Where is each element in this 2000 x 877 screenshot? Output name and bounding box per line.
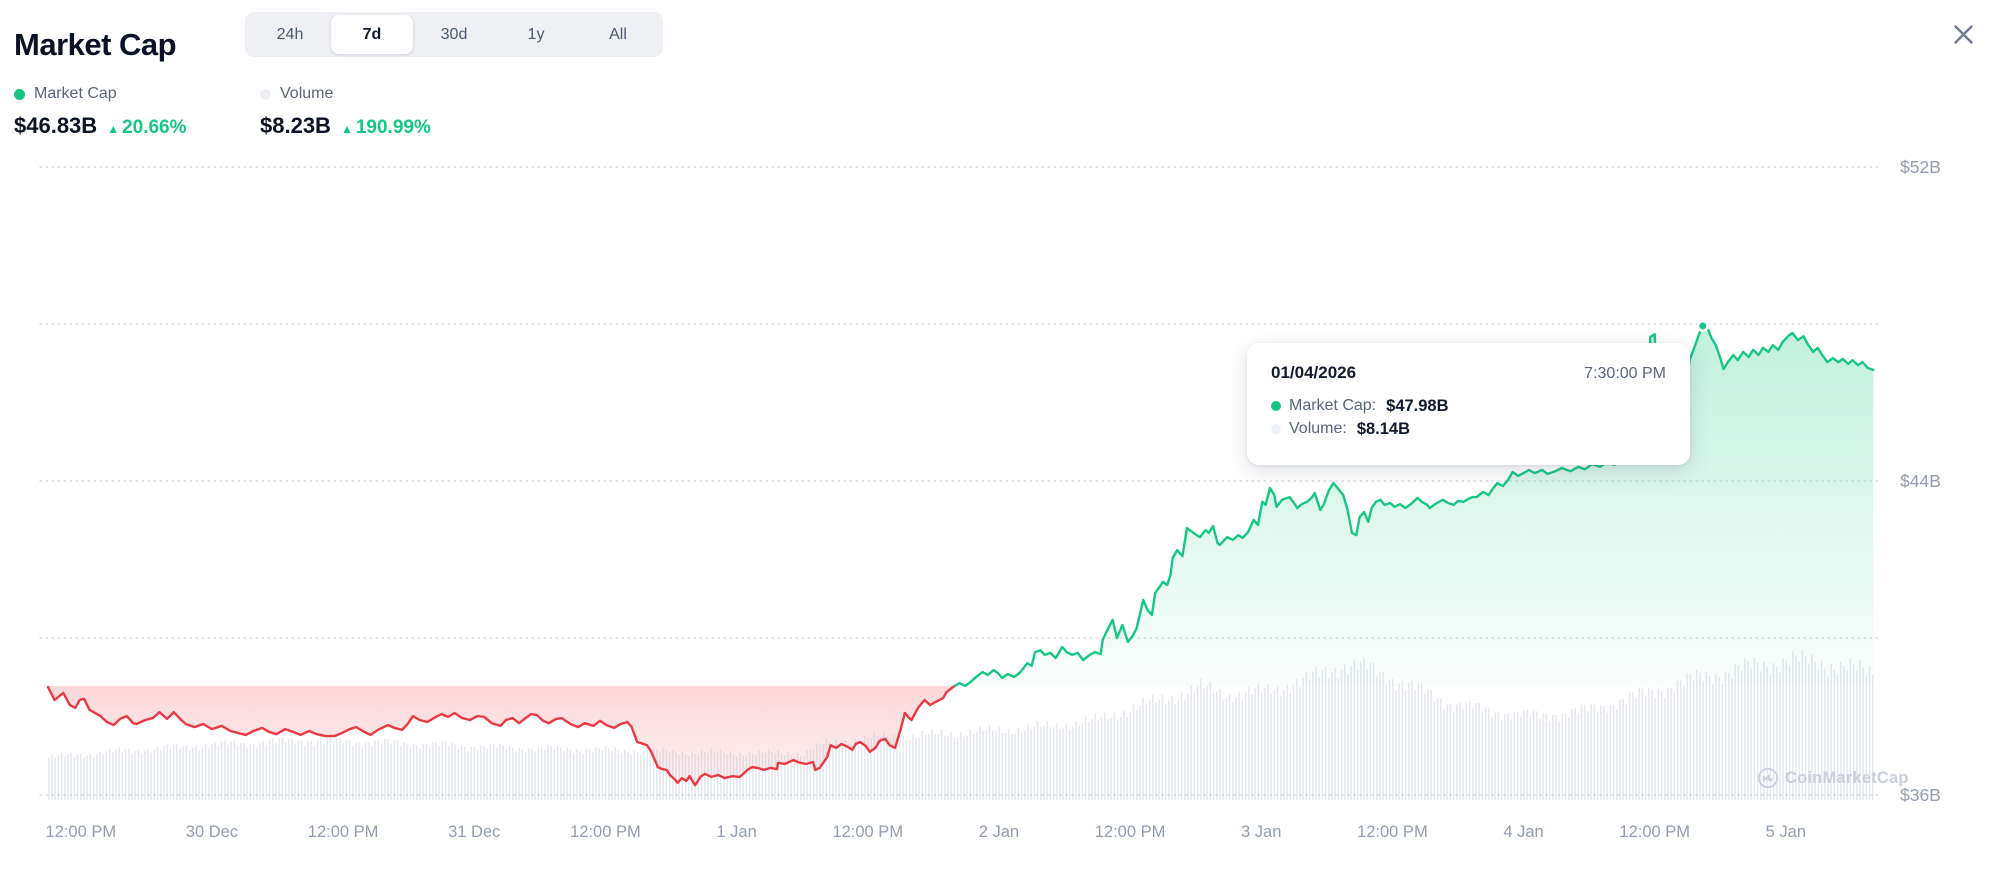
volume-bars — [48, 649, 1874, 800]
close-icon — [1953, 24, 1973, 44]
legend-market-cap: Market Cap $46.83B ▲ 20.66% — [14, 84, 187, 139]
tooltip-volume-label: Volume: — [1289, 420, 1347, 437]
legend-volume: Volume $8.23B ▲ 190.99% — [260, 84, 431, 139]
x-axis-label: 1 Jan — [716, 823, 756, 841]
x-axis-label: 12:00 PM — [45, 823, 116, 841]
x-axis-label: 12:00 PM — [1357, 823, 1428, 841]
volume-value: $8.23B — [260, 113, 331, 138]
market-cap-dot-icon — [14, 88, 25, 100]
x-axis-label: 12:00 PM — [1619, 823, 1690, 841]
y-axis-label: $44B — [1900, 471, 1941, 491]
market-cap-value: $46.83B — [14, 113, 98, 138]
tooltip-volume-value: $8.14B — [1356, 419, 1411, 438]
volume-dot-icon — [260, 88, 271, 100]
volume-legend-label: Volume — [280, 85, 334, 102]
tab-30d[interactable]: 30d — [440, 26, 468, 43]
market-cap-line — [46, 324, 1875, 787]
tooltip-market-cap-value: $47.98B — [1386, 396, 1449, 415]
volume-change: ▲ 190.99% — [340, 117, 431, 138]
x-axis-label: 12:00 PM — [1095, 823, 1166, 841]
selected-point-marker — [1696, 319, 1709, 333]
x-axis-label: 12:00 PM — [570, 823, 641, 841]
up-arrow-icon: ▲ — [107, 122, 120, 136]
up-arrow-icon: ▲ — [340, 122, 353, 136]
y-axis-label: $52B — [1900, 157, 1941, 177]
tab-all[interactable]: All — [609, 26, 627, 43]
x-axis-label: 31 Dec — [448, 823, 500, 841]
area-fills — [48, 326, 1874, 786]
time-range-tabs: 24h 7d 30d 1y All — [245, 12, 663, 57]
tab-7d[interactable]: 7d — [331, 15, 413, 54]
x-axis-label: 5 Jan — [1766, 823, 1806, 841]
coinmarketcap-watermark: CoinMarketCap — [1757, 767, 1909, 789]
tab-24h[interactable]: 24h — [276, 26, 304, 43]
x-axis-label: 12:00 PM — [308, 823, 379, 841]
watermark-text: CoinMarketCap — [1785, 768, 1909, 787]
x-axis-label: 30 Dec — [186, 823, 238, 841]
tooltip-market-cap-label: Market Cap: — [1289, 397, 1377, 414]
tab-1y[interactable]: 1y — [527, 26, 545, 43]
market-cap-change: ▲ 20.66% — [107, 117, 187, 138]
x-axis-label: 2 Jan — [979, 823, 1019, 841]
coinmarketcap-logo-icon — [1757, 767, 1779, 789]
tooltip-date: 01/04/2026 — [1271, 363, 1357, 382]
page-title: Market Cap — [14, 26, 177, 62]
x-axis-label: 3 Jan — [1241, 823, 1281, 841]
chart-tooltip: 01/04/2026 7:30:00 PM Market Cap: $47.98… — [1247, 343, 1690, 465]
tooltip-time: 7:30:00 PM — [1584, 365, 1666, 382]
x-axis-label: 4 Jan — [1503, 823, 1543, 841]
y-axis-label: $36B — [1900, 785, 1941, 805]
market-cap-dot-icon — [1271, 401, 1281, 411]
close-button[interactable] — [1944, 15, 1982, 53]
market-cap-legend-label: Market Cap — [34, 85, 117, 102]
volume-dot-icon — [1271, 424, 1281, 434]
x-axis-label: 12:00 PM — [832, 823, 903, 841]
